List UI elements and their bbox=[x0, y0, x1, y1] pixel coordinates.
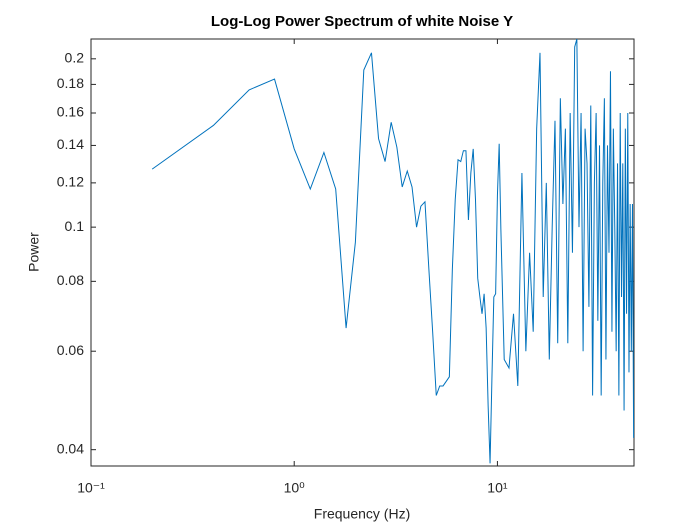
plot-area bbox=[91, 39, 634, 466]
chart-title: Log-Log Power Spectrum of white Noise Y bbox=[211, 13, 513, 30]
y-axis-label: Power bbox=[26, 232, 42, 272]
x-tick-label: 10¹ bbox=[487, 480, 508, 496]
y-tick-label: 0.18 bbox=[57, 75, 84, 91]
x-tick-label: 10⁻¹ bbox=[77, 480, 105, 496]
axes-box bbox=[90, 38, 635, 467]
y-tick-label: 0.06 bbox=[57, 342, 84, 358]
y-tick-label: 0.16 bbox=[57, 104, 84, 120]
y-tick-label: 0.08 bbox=[57, 272, 84, 288]
x-tick-label: 10⁰ bbox=[284, 480, 306, 496]
y-tick-label: 0.12 bbox=[57, 174, 84, 190]
x-axis-label: Frequency (Hz) bbox=[314, 506, 410, 522]
y-tick-label: 0.14 bbox=[57, 136, 84, 152]
y-tick-label: 0.2 bbox=[65, 50, 85, 66]
data-line bbox=[151, 39, 634, 464]
y-tick-label: 0.1 bbox=[65, 218, 85, 234]
y-tick-label: 0.04 bbox=[57, 440, 84, 456]
